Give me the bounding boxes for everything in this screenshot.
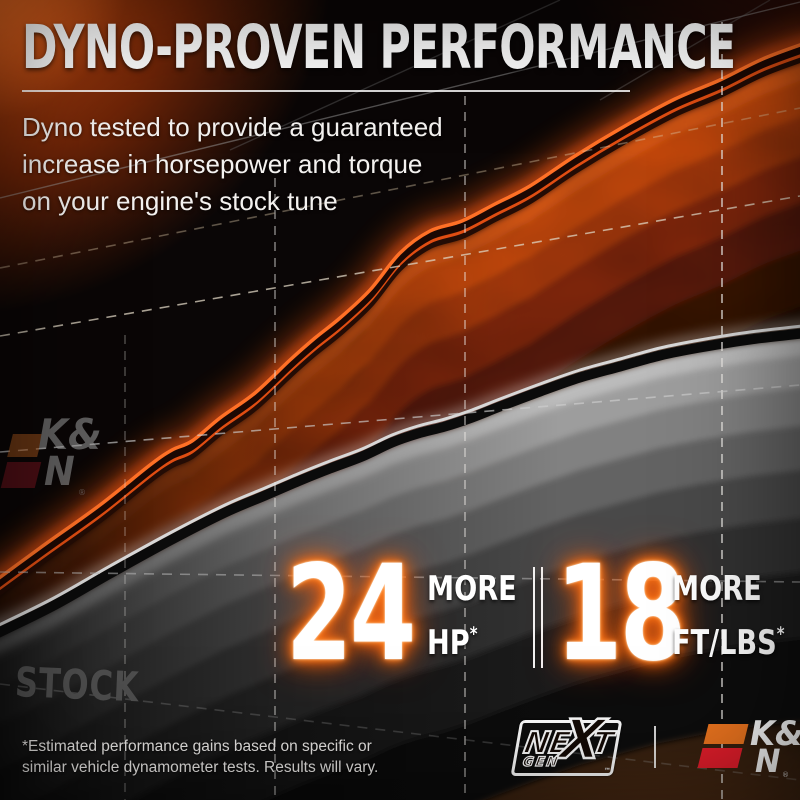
- torque-gain-label: MORE FT/LBS*: [672, 566, 785, 666]
- subtitle-line-1: Dyno tested to provide a guaranteed: [22, 112, 443, 142]
- page-title: DYNO-PROVEN PERFORMANCE: [22, 12, 736, 83]
- kn-logo-text-top: K&: [750, 714, 800, 754]
- logo-divider-line: [654, 726, 656, 768]
- subtitle-line-3: on your engine's stock tune: [22, 186, 338, 216]
- hp-label-unit: HP*: [427, 623, 478, 663]
- torque-label-unit: FT/LBS*: [672, 623, 785, 663]
- kn-watermark-logo: K& N ®: [0, 414, 112, 500]
- kn-logo: K& N ®: [694, 714, 800, 780]
- hp-gain-label: MORE HP*: [427, 566, 517, 666]
- torque-label-more: MORE: [672, 569, 762, 609]
- subtitle: Dyno tested to provide a guaranteed incr…: [22, 109, 443, 220]
- disclaimer: *Estimated performance gains based on sp…: [22, 737, 378, 778]
- disclaimer-line-2: similar vehicle dynamometer tests. Resul…: [22, 758, 379, 776]
- registered-mark: ®: [78, 488, 86, 497]
- title-underline: [22, 90, 630, 92]
- hp-footnote-mark: *: [469, 624, 478, 645]
- subtitle-line-2: increase in horsepower and torque: [22, 149, 423, 179]
- kn-watermark-text-top: K&: [38, 410, 102, 459]
- hp-label-more: MORE: [427, 569, 517, 609]
- kn-watermark-text-bottom: N: [44, 449, 75, 495]
- torque-footnote-mark: *: [776, 624, 785, 645]
- disclaimer-line-1: *Estimated performance gains based on sp…: [22, 738, 372, 755]
- stats-divider: [532, 567, 544, 668]
- registered-mark: ®: [782, 771, 789, 779]
- torque-gain-value: 18: [556, 537, 686, 691]
- background-diagonal-lines: [0, 0, 800, 199]
- hp-gain-value: 24: [286, 537, 416, 691]
- kn-logo-text-bottom: N: [755, 742, 781, 780]
- dyno-gridlines: [0, 22, 800, 800]
